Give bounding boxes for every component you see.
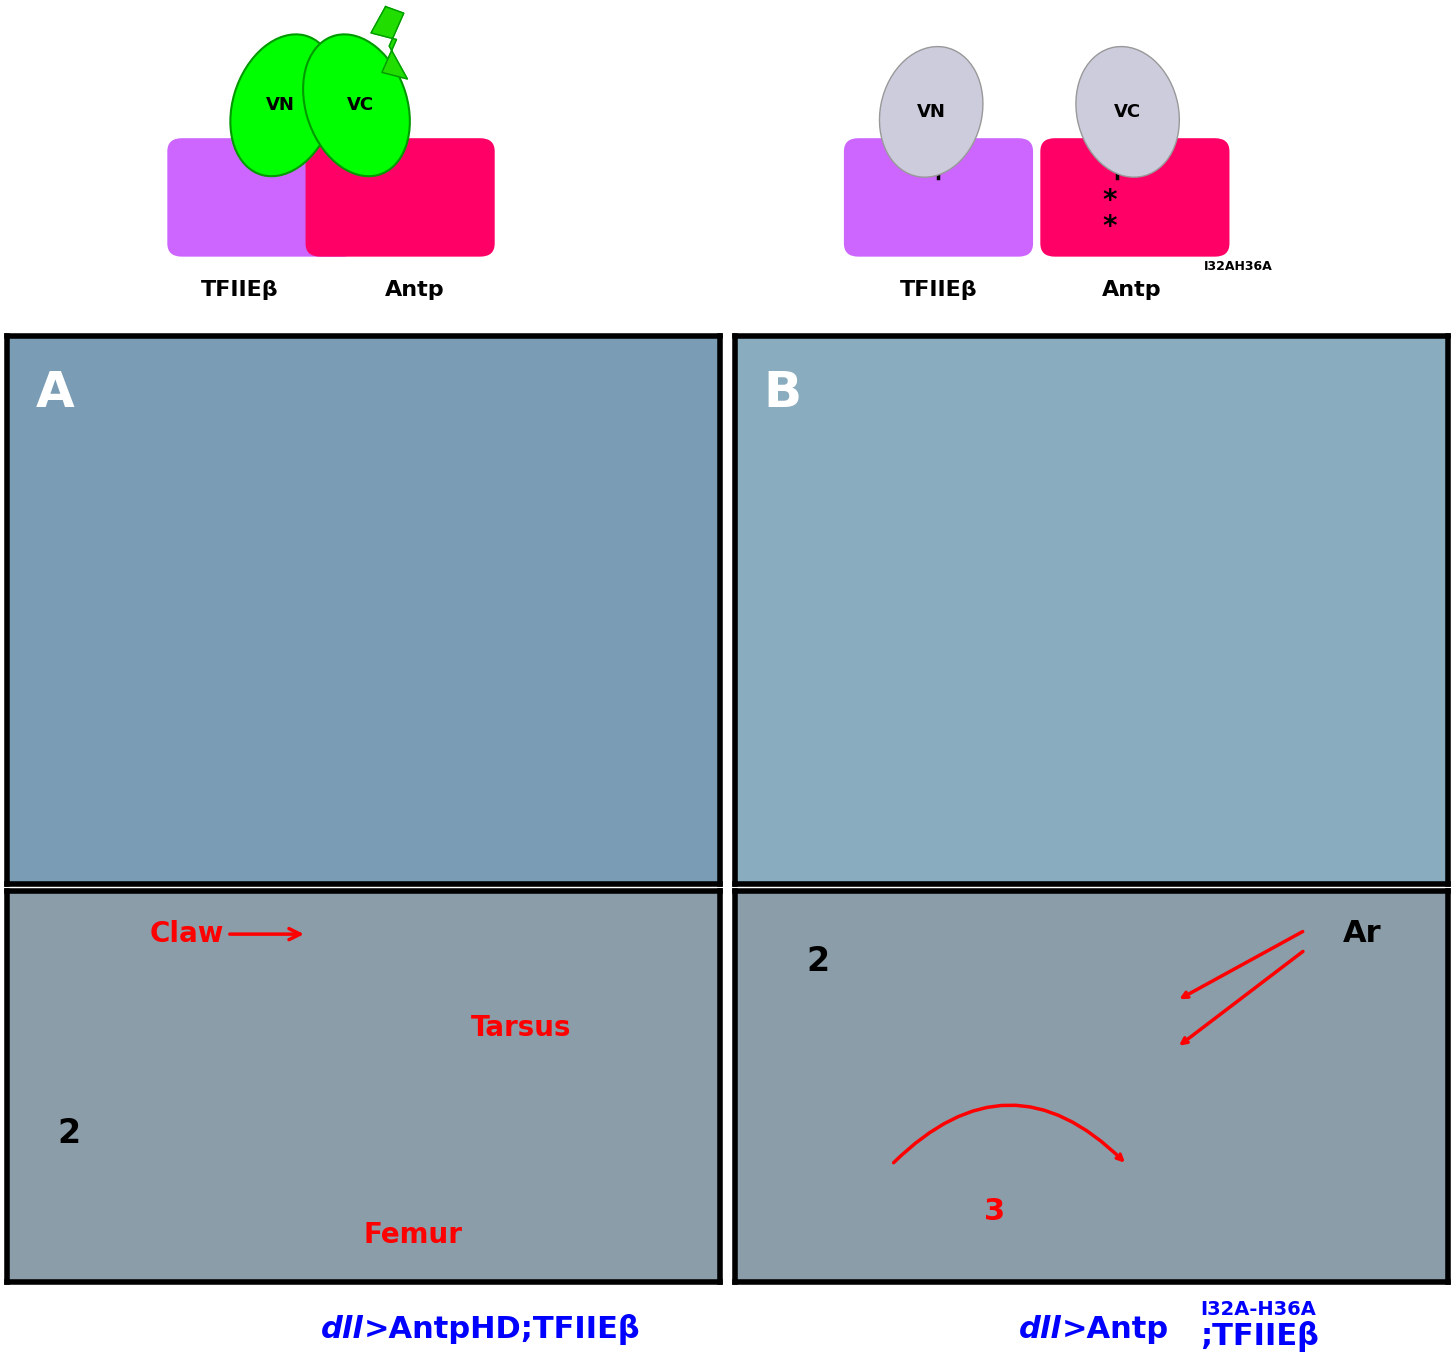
- Ellipse shape: [1075, 47, 1180, 177]
- Text: TFIIEβ: TFIIEβ: [899, 280, 978, 300]
- Text: I32AH36A: I32AH36A: [1205, 260, 1273, 273]
- Text: A: A: [36, 369, 74, 417]
- Text: dll: dll: [322, 1315, 364, 1345]
- FancyBboxPatch shape: [167, 138, 356, 256]
- Polygon shape: [371, 7, 407, 80]
- Text: VC: VC: [1115, 103, 1141, 121]
- Text: VN: VN: [917, 103, 946, 121]
- FancyBboxPatch shape: [844, 138, 1033, 256]
- Text: 2: 2: [57, 1117, 80, 1150]
- Ellipse shape: [303, 34, 410, 177]
- Text: VN: VN: [266, 96, 294, 114]
- Text: *: *: [1103, 213, 1116, 241]
- Text: Antp: Antp: [1101, 280, 1161, 300]
- Text: >Antp: >Antp: [1062, 1315, 1170, 1345]
- Text: Antp: Antp: [386, 280, 444, 300]
- Text: TFIIEβ: TFIIEβ: [201, 280, 279, 300]
- Text: *: *: [1103, 186, 1116, 215]
- Text: dll: dll: [1020, 1315, 1062, 1345]
- Text: 3: 3: [984, 1197, 1005, 1226]
- Text: Tarsus: Tarsus: [471, 1015, 572, 1042]
- Ellipse shape: [879, 47, 984, 177]
- Text: Femur: Femur: [364, 1222, 463, 1249]
- Text: VC: VC: [346, 96, 374, 114]
- Text: Ar: Ar: [1343, 919, 1381, 947]
- Text: 2: 2: [806, 945, 829, 978]
- Text: >AntpHD;TFIIEβ: >AntpHD;TFIIEβ: [364, 1315, 640, 1345]
- FancyBboxPatch shape: [1040, 138, 1229, 256]
- FancyBboxPatch shape: [306, 138, 495, 256]
- Text: Claw: Claw: [150, 920, 300, 949]
- Text: I32A-H36A: I32A-H36A: [1200, 1300, 1317, 1319]
- Ellipse shape: [230, 34, 338, 177]
- Text: B: B: [764, 369, 802, 417]
- Text: ;TFIIEβ: ;TFIIEβ: [1200, 1322, 1320, 1352]
